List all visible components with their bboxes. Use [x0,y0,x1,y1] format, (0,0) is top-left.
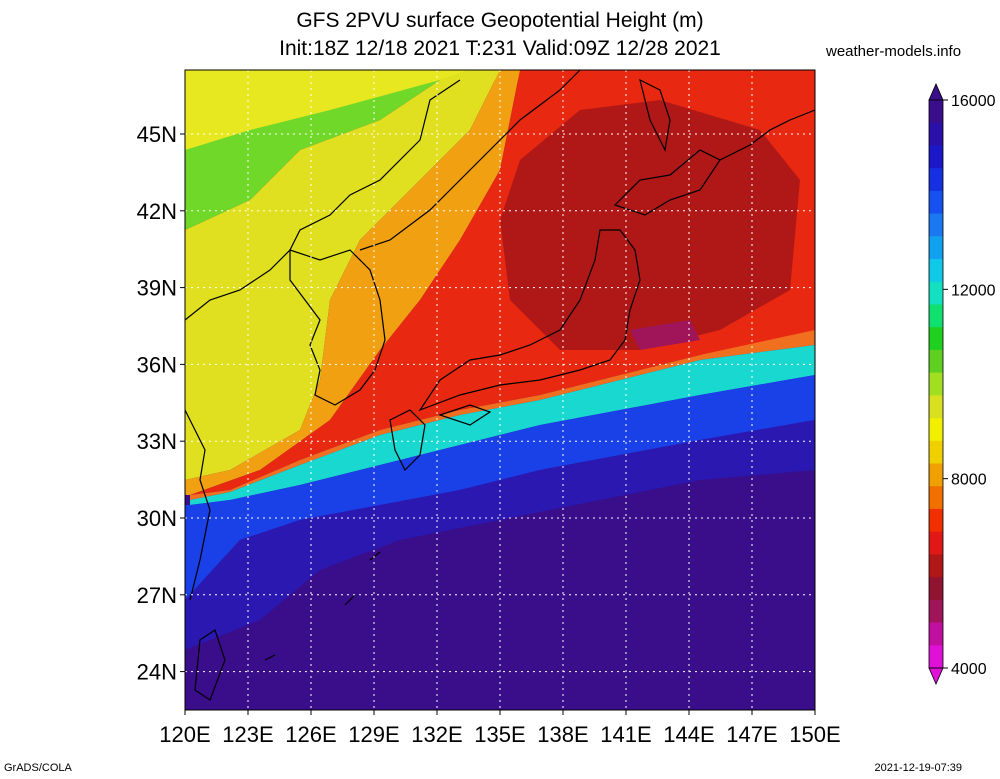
colorbar-swatch [929,349,943,374]
colorbar-tick-label: 4000 [951,661,987,678]
colorbar-swatch [929,645,943,669]
colorbar-swatch [929,463,943,487]
colorbar-swatch [929,577,943,601]
site-label: weather-models.info [826,43,962,60]
coast-taiwan [194,629,226,701]
colorbar-swatch [929,304,943,328]
map-title: GFS 2PVU surface Geopotential Height (m) [296,9,704,32]
lon-tick-label: 123E [222,722,273,747]
field-band-yellow [185,70,470,150]
map-subtitle: Init:18Z 12/18 2021 T:231 Valid:09Z 12/2… [279,37,721,60]
colorbar-swatch [929,145,943,169]
lat-tick-label: 33N [137,429,177,454]
colorbar-frame [928,99,944,669]
colorbar-tick-label: 12000 [951,282,996,299]
colorbar-swatch [929,531,943,555]
colorbar-top-arrow [928,83,944,101]
lon-tick-label: 135E [474,722,525,747]
coast-honshu [418,229,641,412]
lat-tick-label: 42N [137,199,177,224]
colorbar-swatch [929,372,943,396]
coast-russia [359,69,581,251]
coast-china-south [184,409,211,601]
lon-axis: 120E 123E 126E 129E 132E 135E 138E 141E 144E 147E… [159,710,841,747]
lon-tick-label: 150E [789,722,840,747]
footer-software: GrADS/COLA [4,762,72,774]
colorbar-tick-label: 8000 [951,472,987,489]
field-band-magenta [630,320,700,350]
field-band-cyan [190,345,815,505]
colorbar-swatch [929,281,943,305]
lon-tick-label: 138E [537,722,588,747]
lon-tick-label: 129E [348,722,399,747]
lat-tick-label: 36N [137,352,177,377]
coast-sakhalin [639,78,671,152]
colorbar-swatch [929,190,943,215]
colorbar-swatch [929,554,943,578]
lon-tick-label: 141E [600,722,651,747]
colorbar-swatch [929,486,943,510]
coastlines [184,69,816,701]
lon-tick-label: 147E [726,722,777,747]
colorbar-swatch [929,418,943,442]
colorbar-bottom-arrow [928,667,944,685]
coast-china-north [184,79,461,321]
colorbar-swatch [929,508,943,533]
field-band-deepblue [185,420,815,650]
colorbar-swatch [929,213,943,237]
coast-ryukyu [264,551,381,661]
colorbar-swatch [929,168,943,192]
lat-tick-label: 24N [137,660,177,685]
coast-shikoku [438,404,492,426]
colorbar: 16000 12000 8000 4000 [928,83,996,685]
lat-axis: 45N 42N 39N 36N 33N 30N 27N 24N [137,122,185,685]
lat-tick-label: 39N [137,276,177,301]
lat-tick-label: 27N [137,583,177,608]
coast-kyushu [389,409,426,472]
colorbar-tick-label: 16000 [951,93,996,110]
lat-tick-label: 30N [137,506,177,531]
coast-kurils [719,109,816,161]
colorbar-swatch [929,622,943,646]
graticule [185,70,815,710]
colorbar-swatch [929,259,943,283]
colorbar-swatch [929,327,943,351]
field-band-blue [185,375,815,600]
colorbar-swatch [929,236,943,260]
colorbar-swatch [929,395,943,419]
colorbar-swatch [929,100,943,124]
colorbar-swatch [929,440,943,465]
field-band-orange [185,70,520,495]
lon-tick-label: 132E [411,722,462,747]
lon-tick-label: 144E [663,722,714,747]
footer-timestamp: 2021-12-19-07:39 [874,762,962,774]
lat-tick-label: 45N [137,122,177,147]
colorbar-swatch [929,122,943,146]
lon-tick-label: 120E [159,722,210,747]
field-band-green [185,70,815,230]
coast-korea [289,249,386,406]
colorbar-swatch [929,599,943,624]
lon-tick-label: 126E [285,722,336,747]
